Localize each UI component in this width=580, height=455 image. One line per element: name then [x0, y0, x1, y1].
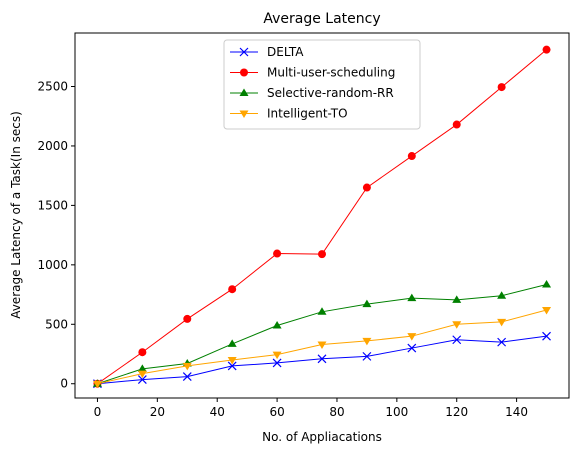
data-point-multi-user-scheduling — [228, 285, 237, 294]
data-point-multi-user-scheduling — [362, 183, 371, 192]
y-tick-label: 1500 — [37, 198, 68, 212]
data-point-multi-user-scheduling — [542, 45, 551, 54]
data-point-intelligent-to — [92, 380, 102, 389]
data-point-intelligent-to — [272, 351, 282, 360]
plot-area — [92, 45, 552, 389]
legend-label: Selective-random-RR — [267, 86, 394, 100]
legend-item-intelligent-to: Intelligent-TO — [230, 107, 348, 121]
data-point-delta — [542, 331, 551, 341]
data-point-intelligent-to — [317, 341, 327, 349]
x-tick-label: 140 — [505, 405, 528, 419]
data-point-delta — [452, 335, 462, 345]
data-point-multi-user-scheduling — [273, 249, 282, 258]
y-tick-label: 2000 — [37, 139, 68, 153]
data-point-selective-random-rr — [137, 364, 147, 372]
x-axis-label: No. of Appliacations — [262, 430, 382, 444]
x-tick-label: 80 — [329, 405, 344, 419]
chart-title: Average Latency — [263, 11, 380, 27]
data-point-delta — [182, 372, 192, 382]
y-tick-label: 0 — [60, 377, 68, 391]
y-axis: 0 500 1000 1500 2000 2500 — [37, 80, 75, 391]
data-point-intelligent-to — [497, 318, 507, 327]
data-point-multi-user-scheduling — [183, 314, 192, 323]
data-point-intelligent-to — [227, 356, 237, 365]
data-point-intelligent-to — [452, 321, 462, 329]
data-point-selective-random-rr — [452, 295, 462, 303]
data-point-selective-random-rr — [497, 291, 507, 299]
data-point-delta — [407, 343, 417, 353]
series-delta — [93, 331, 551, 389]
x-tick-label: 0 — [94, 405, 102, 419]
x-axis: 0 20 40 60 80 100 120 140 — [94, 398, 528, 419]
x-tick-label: 40 — [210, 405, 225, 419]
legend-label: Multi-user-scheduling — [267, 66, 395, 80]
legend-label: Intelligent-TO — [267, 107, 348, 121]
legend-marker — [239, 110, 249, 118]
y-tick-label: 500 — [45, 317, 68, 331]
data-point-delta — [137, 375, 147, 384]
data-point-multi-user-scheduling — [138, 348, 147, 357]
data-point-selective-random-rr — [407, 293, 417, 302]
data-point-selective-random-rr — [362, 299, 372, 308]
series-intelligent-to — [92, 307, 552, 389]
y-axis-label: Average Latency of a Task(In secs) — [9, 111, 23, 319]
legend-box — [223, 39, 421, 130]
x-tick-label: 120 — [445, 405, 468, 419]
x-tick-label: 60 — [269, 405, 284, 419]
data-point-multi-user-scheduling — [497, 83, 506, 92]
data-point-selective-random-rr — [542, 279, 552, 288]
series-line-selective-random-rr — [97, 283, 547, 385]
data-point-intelligent-to — [137, 370, 147, 379]
data-point-delta — [272, 358, 282, 368]
data-point-delta — [497, 337, 507, 347]
legend-item-multi-user-scheduling: Multi-user-scheduling — [230, 66, 395, 80]
data-point-intelligent-to — [407, 333, 417, 341]
data-point-delta — [227, 361, 237, 371]
x-tick-label: 100 — [385, 405, 408, 419]
legend-item-selective-random-rr: Selective-random-RR — [230, 86, 394, 100]
data-point-intelligent-to — [362, 337, 372, 346]
legend-label: DELTA — [267, 45, 304, 59]
legend-marker — [239, 88, 249, 96]
data-point-multi-user-scheduling — [318, 250, 326, 259]
data-point-delta — [317, 354, 327, 364]
y-tick-label: 2500 — [37, 80, 68, 94]
data-point-multi-user-scheduling — [407, 152, 416, 161]
data-point-selective-random-rr — [227, 339, 237, 347]
data-point-intelligent-to — [182, 362, 192, 371]
data-point-delta — [362, 351, 372, 361]
x-tick-label: 20 — [150, 405, 165, 419]
data-point-intelligent-to — [542, 307, 552, 315]
y-tick-label: 1000 — [37, 258, 68, 272]
data-point-multi-user-scheduling — [452, 120, 461, 129]
data-point-selective-random-rr — [317, 307, 327, 315]
legend-marker — [239, 47, 249, 57]
legend-marker — [240, 68, 248, 77]
legend: DELTA Multi-user-scheduling Selective-rand… — [223, 39, 421, 130]
data-point-selective-random-rr — [272, 320, 282, 329]
legend-item-delta: DELTA — [230, 45, 304, 59]
plot-frame — [74, 32, 570, 399]
